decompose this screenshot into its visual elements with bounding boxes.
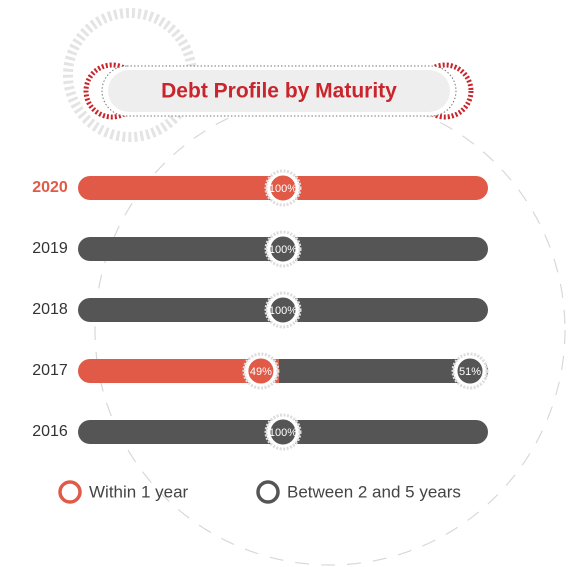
chart-title: Debt Profile by Maturity bbox=[161, 80, 397, 103]
y-tick-label: 2020 bbox=[32, 179, 68, 196]
bar-row: 49% 51% bbox=[78, 354, 488, 388]
legend-swatch bbox=[60, 482, 80, 502]
bar-row: 100% bbox=[78, 232, 488, 266]
y-tick-label: 2018 bbox=[32, 301, 68, 318]
y-tick-label: 2019 bbox=[32, 240, 68, 257]
bar-row: 100% bbox=[78, 293, 488, 327]
legend-swatch bbox=[258, 482, 278, 502]
data-label: 100% bbox=[269, 305, 297, 317]
data-label: 100% bbox=[269, 244, 297, 256]
y-tick-label: 2016 bbox=[32, 423, 68, 440]
bar-row: 100% bbox=[78, 415, 488, 449]
title-badge: Debt Profile by Maturity bbox=[86, 65, 471, 117]
legend: Within 1 year Between 2 and 5 years bbox=[60, 482, 461, 502]
legend-label: Between 2 and 5 years bbox=[287, 482, 461, 501]
chart: Debt Profile by Maturity 2020 100% 2019 100… bbox=[0, 0, 568, 567]
plot: 2020 100% 2019 100% 2018 100% 2017 49% 51% 2016 10… bbox=[32, 171, 488, 449]
data-label: 49% bbox=[250, 366, 272, 378]
legend-label: Within 1 year bbox=[89, 482, 189, 501]
y-tick-label: 2017 bbox=[32, 362, 68, 379]
data-label: 100% bbox=[269, 427, 297, 439]
data-label: 100% bbox=[269, 183, 297, 195]
bar-track bbox=[78, 359, 488, 383]
bar-row: 100% bbox=[78, 171, 488, 205]
data-label: 51% bbox=[459, 366, 481, 378]
